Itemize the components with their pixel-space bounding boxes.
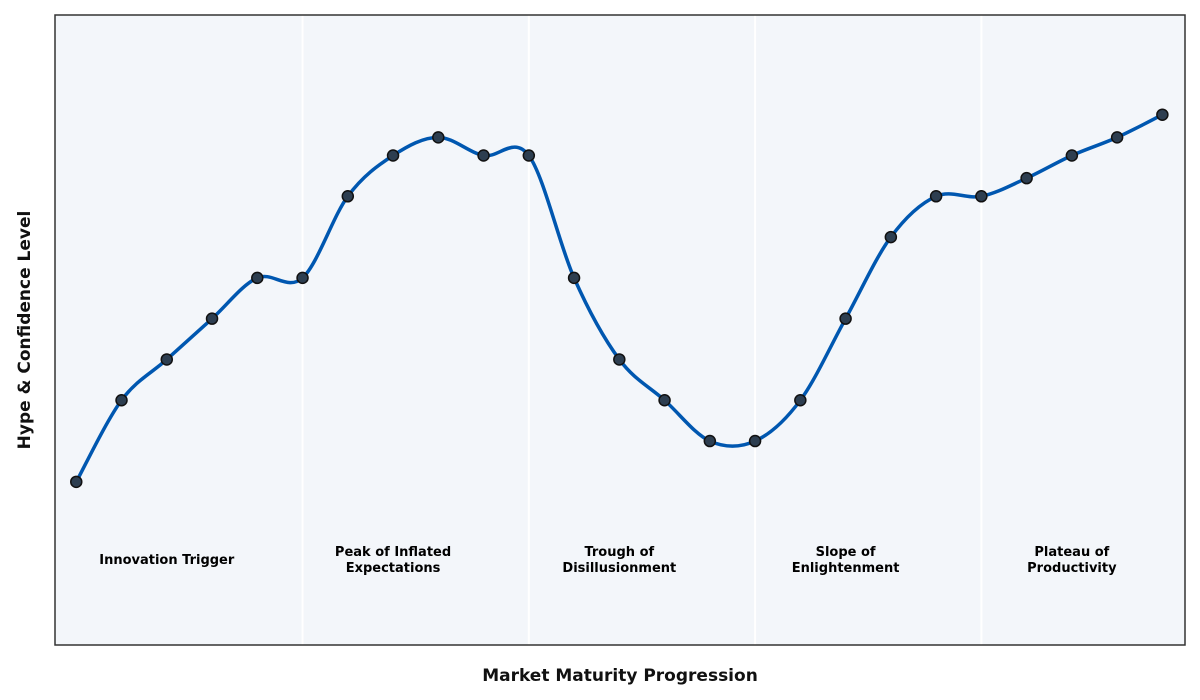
data-point-9: [432, 131, 445, 144]
data-point-6: [296, 271, 309, 285]
phase-label-5-line-2: Productivity: [1027, 561, 1117, 576]
phase-dividers: [301, 15, 983, 645]
data-point-7: [341, 190, 355, 203]
phase-label-3-line-1: Trough of: [584, 545, 654, 560]
data-point-14: [658, 394, 671, 407]
data-point-1: [70, 475, 83, 489]
data-point-25: [1156, 108, 1169, 121]
phase-background-4: [755, 15, 982, 645]
data-point-12: [567, 271, 581, 285]
data-point-22: [1020, 171, 1033, 185]
data-point-18: [839, 312, 852, 325]
data-point-2: [115, 394, 128, 407]
phase-labels: Innovation Trigger Peak of InflatedExpect…: [99, 545, 1117, 576]
data-point-13: [613, 353, 626, 366]
phase-label-4-line-2: Enlightenment: [792, 561, 900, 576]
phase-background-1: [55, 15, 303, 645]
data-point-24: [1110, 131, 1124, 144]
data-point-5: [251, 271, 264, 285]
phase-backgrounds: [55, 15, 1185, 645]
data-point-10: [477, 149, 490, 162]
phase-label-5-line-1: Plateau of: [1034, 545, 1109, 560]
phase-label-3-line-2: Disillusionment: [562, 561, 676, 576]
data-point-3: [160, 353, 174, 366]
y-axis-label: Hype & Confidence Level: [15, 211, 35, 450]
data-point-4: [205, 312, 219, 325]
data-point-23: [1065, 149, 1079, 162]
data-point-19: [884, 230, 898, 244]
data-point-16: [748, 434, 762, 448]
phase-background-2: [302, 15, 529, 645]
phase-background-3: [528, 15, 756, 645]
data-point-17: [794, 394, 807, 407]
plot-frame: [54, 14, 1186, 646]
data-point-8: [386, 149, 400, 162]
data-point-21: [975, 190, 988, 203]
data-point-15: [703, 434, 717, 448]
x-axis-label: Market Maturity Progression: [482, 666, 758, 686]
phase-label-2-line-1: Peak of Inflated: [335, 545, 451, 560]
phase-label-2-line-2: Expectations: [346, 561, 441, 576]
marker-layer: [70, 108, 1169, 489]
data-point-20: [929, 190, 943, 203]
phase-label-1-line-1: Innovation Trigger: [99, 553, 235, 568]
data-point-11: [522, 149, 536, 162]
phase-label-4-line-1: Slope of: [816, 545, 876, 560]
